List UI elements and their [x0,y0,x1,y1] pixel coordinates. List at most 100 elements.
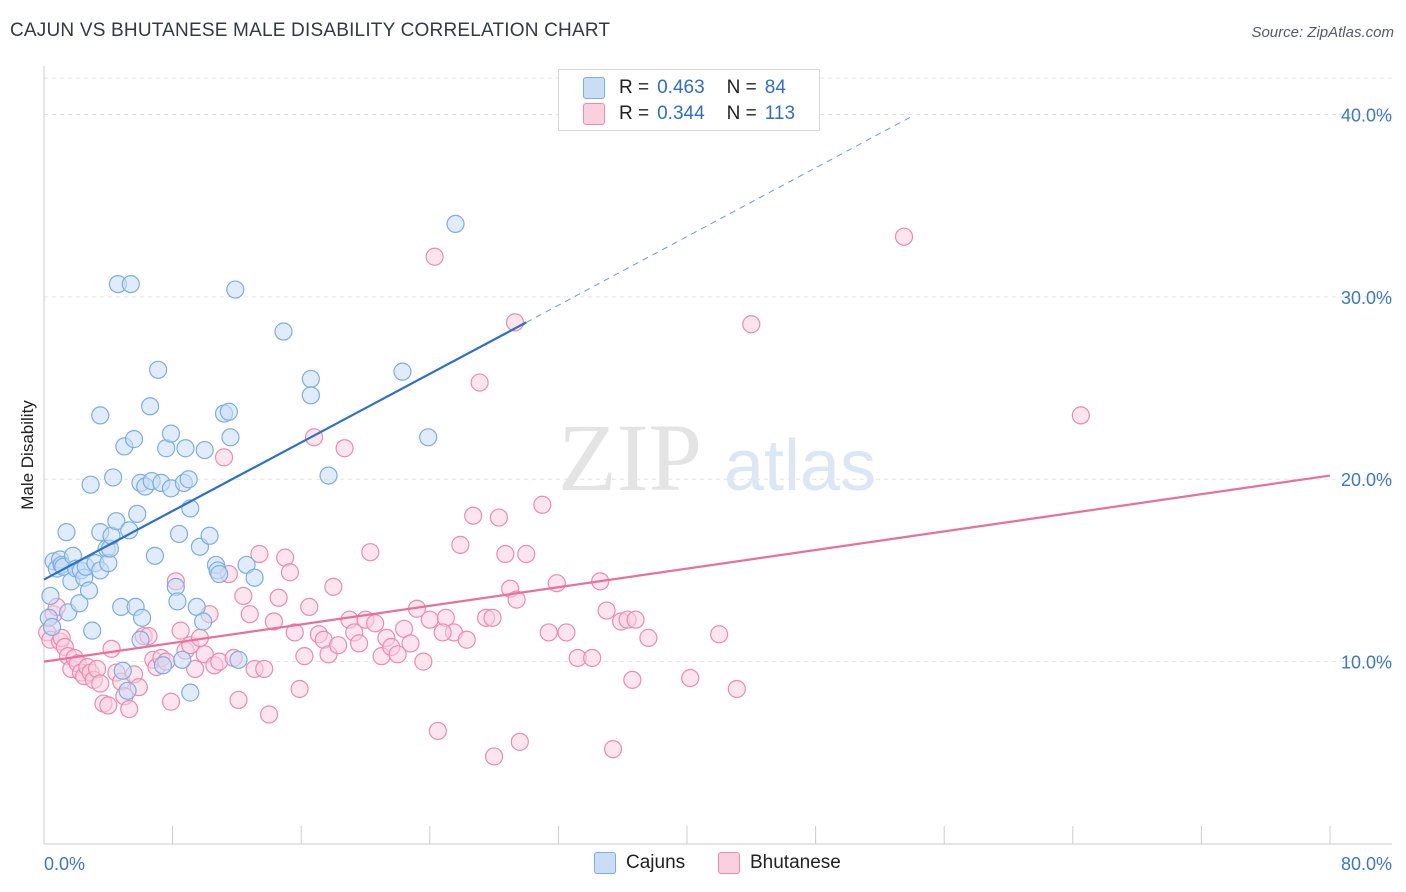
cajun-point [83,621,102,640]
cajun-point [274,322,293,341]
bhutanese-point [295,647,314,666]
y-axis-title: Male Disability [18,400,37,510]
y-tick-label: 20.0% [1341,470,1392,490]
cajun-point [132,608,152,627]
cajun-point [419,428,438,447]
bottom-legend: Cajuns Bhutanese [0,852,1406,878]
y-tick-label: 10.0% [1341,653,1392,673]
series-bhutanese-points [38,227,1090,766]
cajun-point [140,397,160,416]
x-tick-label: 0.0% [44,854,85,874]
series-cajun-points [39,214,465,702]
cajun-point [81,475,100,494]
bhutanese-point [388,645,407,664]
cajun-point [194,612,213,631]
bhutanese-point [1071,406,1090,425]
watermark: ZIP atlas [558,404,876,511]
bhutanese-point [290,679,309,699]
legend-r-value: 0.344 [657,103,705,124]
cajun-point [145,546,165,565]
cajun-point [176,439,195,458]
bhutanese-point [623,670,642,689]
cajun-point [113,661,132,680]
cajun-point [121,274,140,294]
bhutanese-point [533,495,552,514]
bhutanese-point [186,659,205,679]
bottom-legend-cajun: Cajuns [594,852,685,874]
bhutanese-point [361,543,380,562]
bhutanese-point [161,692,181,711]
watermark-atlas: atlas [724,426,876,506]
x-tick-label: 80.0% [1341,854,1392,874]
cajun-point [210,564,229,584]
bhutanese-point [425,247,444,266]
bhutanese-point [349,634,369,653]
bhutanese-point [597,601,616,620]
bhutanese-point [255,659,274,679]
cajun-point [301,386,320,405]
grid-lines [44,77,1392,663]
cajun-point [57,523,76,542]
bhutanese-point [489,508,509,527]
cajun-point [149,360,168,379]
bhutanese-point [335,439,354,458]
cajun-trend-extension [526,115,913,323]
legend-n-label: N = [726,77,757,98]
bhutanese-point [517,544,536,564]
bhutanese-point [496,544,515,564]
legend-swatch-bhutanese [583,103,605,125]
bhutanese-point [539,623,558,642]
cajun-point [124,430,144,449]
cajun-point [169,524,189,544]
bhutanese-point [414,652,433,671]
cajun-point [131,630,150,649]
bhutanese-point [91,674,110,693]
cajun-point [195,440,214,460]
legend-n-value: 113 [764,103,796,124]
bottom-legend-label-cajun: Cajuns [626,852,686,873]
stats-legend: R = 0.463 N = 84 R = 0.344 N = 113 [558,69,820,131]
bottom-legend-bhutanese: Bhutanese [718,852,841,874]
bhutanese-point [626,610,645,629]
bhutanese-point [285,623,304,642]
bhutanese-point [451,535,470,554]
bhutanese-point [510,732,529,751]
bhutanese-point [603,740,623,759]
cajun-trend-line [43,321,527,581]
legend-swatch-cajun [583,77,605,99]
bhutanese-point [710,625,729,644]
bhutanese-point [464,506,483,525]
bhutanese-point [681,668,700,688]
cajun-point [42,617,62,637]
bhutanese-point [329,636,348,655]
cajun-point [221,428,240,447]
bhutanese-point [366,614,385,633]
cajun-point [91,406,110,425]
legend-r-label: R = [619,103,650,124]
cajun-point [104,468,123,487]
trend-lines [43,115,1331,663]
cajun-point [161,424,181,443]
cajun-point [41,586,60,606]
bhutanese-point [727,679,746,699]
cajun-point [79,581,99,600]
bhutanese-point [457,630,476,649]
cajun-point [181,683,200,702]
cajun-point [446,214,465,234]
bhutanese-point [583,648,602,668]
bhutanese-point [894,227,914,246]
watermark-zip: ZIP [558,404,702,511]
bhutanese-point [507,590,526,609]
bhutanese-trend-line [43,474,1331,663]
bhutanese-point [639,628,658,648]
cajun-point [168,592,187,611]
bhutanese-point [324,577,343,596]
source-label: Source: ZipAtlas.com [1251,24,1394,41]
bhutanese-point [269,588,288,607]
cajun-point [128,504,147,523]
y-tick-label: 40.0% [1341,105,1392,125]
cajun-point [229,650,248,669]
cajun-point [107,512,126,531]
bhutanese-point [300,597,319,617]
